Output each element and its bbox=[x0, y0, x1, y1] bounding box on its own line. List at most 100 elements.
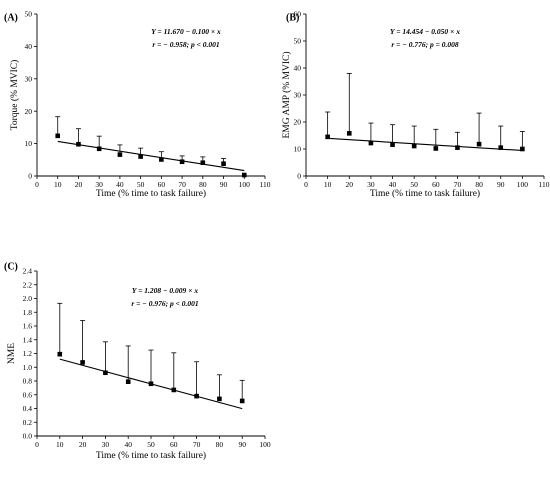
x-tick-label: 100 bbox=[259, 440, 271, 449]
data-point bbox=[159, 157, 164, 162]
data-point bbox=[498, 145, 504, 150]
y-tick-label: 0.4 bbox=[23, 404, 33, 413]
data-point bbox=[194, 393, 199, 399]
x-tick-label: 90 bbox=[497, 180, 505, 189]
x-tick-label: 10 bbox=[54, 180, 62, 189]
y-tick-label: 40 bbox=[25, 42, 33, 51]
y-tick-label: 1.0 bbox=[23, 363, 33, 372]
x-tick-label: 70 bbox=[178, 180, 186, 189]
data-point bbox=[346, 131, 352, 136]
y-tick-label: 50 bbox=[294, 37, 302, 46]
x-tick-label: 30 bbox=[367, 180, 375, 189]
x-tick-label: 10 bbox=[56, 440, 64, 449]
data-point bbox=[411, 143, 417, 149]
y-axis-label: NME bbox=[7, 343, 17, 364]
data-point bbox=[148, 381, 154, 387]
y-tick-label: 20 bbox=[25, 107, 33, 116]
regression-annotation: r = − 0.776; p = 0.008 bbox=[391, 40, 459, 49]
y-tick-label: 40 bbox=[294, 64, 302, 73]
y-tick-label: 1.6 bbox=[23, 322, 33, 331]
regression-annotation: r = − 0.976; p < 0.001 bbox=[131, 299, 198, 308]
x-tick-label: 30 bbox=[95, 180, 103, 189]
x-tick-label: 10 bbox=[324, 180, 332, 189]
x-axis-label: Time (% time to task failure) bbox=[370, 188, 480, 199]
x-tick-label: 20 bbox=[346, 180, 354, 189]
chart-panel-1: (A)0 10 20 30 40 50 60 70 80 90 100 11001020304050T… bbox=[4, 10, 271, 199]
data-point bbox=[179, 159, 185, 165]
y-tick-label: 20 bbox=[294, 118, 302, 127]
x-tick-label: 70 bbox=[193, 440, 201, 449]
data-point bbox=[221, 161, 226, 166]
y-tick-label: 30 bbox=[294, 91, 302, 100]
data-point bbox=[390, 142, 395, 147]
data-point bbox=[455, 145, 460, 150]
data-point bbox=[241, 172, 247, 178]
x-tick-label: 80 bbox=[199, 180, 207, 189]
panel-label: (A) bbox=[4, 12, 18, 23]
x-tick-label: 40 bbox=[389, 180, 397, 189]
data-point bbox=[200, 160, 206, 166]
y-tick-label: 0 bbox=[28, 172, 32, 181]
y-tick-label: 10 bbox=[294, 145, 302, 154]
y-tick-label: 1.8 bbox=[23, 308, 33, 317]
x-tick-label: 90 bbox=[220, 180, 228, 189]
y-tick-label: 0 bbox=[297, 172, 301, 181]
y-tick-label: 2.2 bbox=[23, 280, 33, 289]
regression-annotation: Y = 11.670 − 0.100 × x bbox=[151, 27, 221, 36]
x-tick-label: 110 bbox=[539, 180, 550, 189]
data-point bbox=[103, 370, 108, 376]
x-tick-label: 20 bbox=[75, 180, 83, 189]
x-tick-label: 30 bbox=[102, 440, 110, 449]
panel-label: (B) bbox=[286, 12, 299, 23]
regression-annotation: r = − 0.958; p < 0.001 bbox=[152, 40, 219, 49]
data-point bbox=[117, 152, 123, 157]
chart-panel-3: (C) 0 10 20 30 40 50 60 70 80 90 100 0.0 0.2 0.4 0.6 0.8… bbox=[4, 261, 271, 461]
x-axis-label: Time (% time to task failure) bbox=[96, 450, 206, 461]
data-point bbox=[171, 387, 177, 393]
y-tick-label: 1.4 bbox=[23, 335, 33, 344]
y-tick-label: 0.6 bbox=[23, 390, 33, 399]
x-tick-label: 0 bbox=[35, 180, 39, 189]
x-tick-label: 50 bbox=[147, 440, 155, 449]
chart-panel-2: (B) 0 10 20 30 40 50 60 70 80 90 100 110 0 10 20 30 40 50 6… bbox=[281, 10, 550, 199]
x-tick-label: 40 bbox=[124, 440, 132, 449]
y-tick-label: 60 bbox=[294, 10, 302, 19]
y-tick-label: 30 bbox=[25, 74, 33, 83]
data-point bbox=[96, 146, 102, 152]
x-tick-label: 70 bbox=[454, 180, 462, 189]
x-tick-label: 90 bbox=[238, 440, 246, 449]
x-tick-label: 20 bbox=[79, 440, 87, 449]
regression-line bbox=[327, 137, 523, 152]
x-tick-label: 100 bbox=[517, 180, 529, 189]
data-point bbox=[368, 140, 374, 146]
x-tick-label: 60 bbox=[432, 180, 440, 189]
data-point bbox=[476, 141, 482, 147]
data-point bbox=[239, 398, 245, 404]
x-axis-label: Time (% time to task failure) bbox=[96, 188, 206, 199]
regression-line bbox=[57, 140, 245, 172]
x-tick-label: 100 bbox=[239, 180, 251, 189]
y-tick-label: 10 bbox=[25, 139, 33, 148]
y-tick-label: 0.8 bbox=[23, 377, 33, 386]
data-point bbox=[217, 396, 222, 402]
x-tick-label: 60 bbox=[158, 180, 166, 189]
regression-annotation: Y = 1.208 − 0.009 × x bbox=[132, 286, 198, 295]
regression-annotation: Y = 14.454 − 0.050 × x bbox=[390, 27, 460, 36]
y-tick-label: 0.2 bbox=[23, 418, 33, 427]
x-tick-label: 80 bbox=[475, 180, 483, 189]
x-tick-label: 110 bbox=[260, 180, 271, 189]
data-point bbox=[80, 360, 85, 365]
y-tick-label: 0.0 bbox=[23, 432, 33, 441]
y-tick-label: 2.0 bbox=[23, 294, 33, 303]
data-point bbox=[520, 146, 525, 152]
data-point bbox=[57, 351, 63, 357]
y-axis-label: EMG AMP (% MVIC) bbox=[281, 52, 292, 139]
x-tick-label: 60 bbox=[170, 440, 178, 449]
panel-label: (C) bbox=[4, 261, 18, 272]
data-point bbox=[325, 134, 330, 140]
data-point bbox=[138, 154, 143, 159]
data-point bbox=[76, 141, 81, 147]
y-tick-label: 1.2 bbox=[23, 349, 33, 358]
x-tick-label: 0 bbox=[35, 440, 39, 449]
